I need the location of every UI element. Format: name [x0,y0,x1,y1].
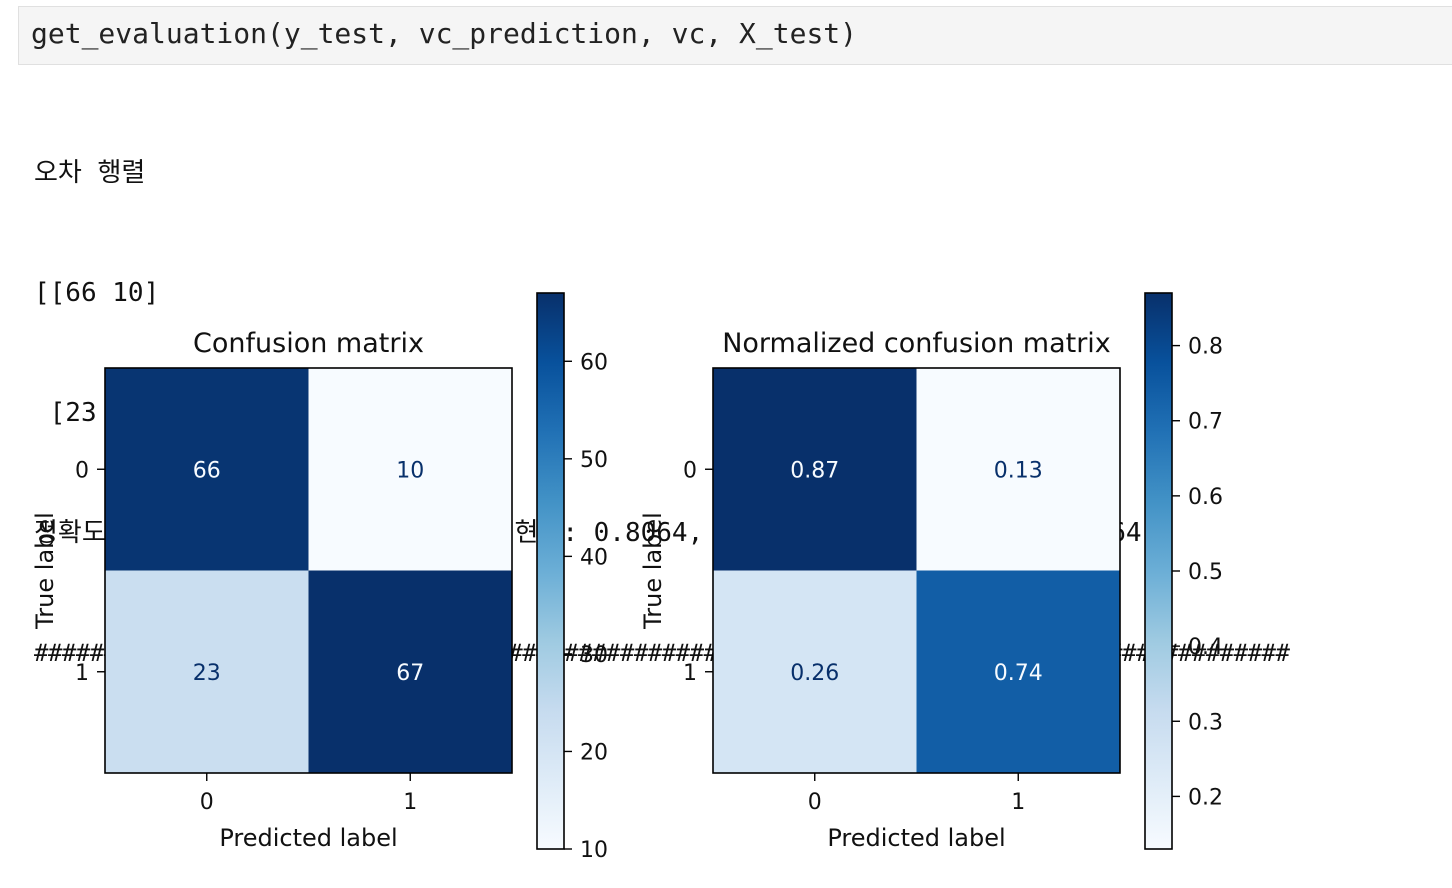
code-cell[interactable]: get_evaluation(y_test, vc_prediction, vc… [18,6,1452,65]
chart-1-xtick-label-0: 0 [808,790,822,815]
chart-1-xtick-label-1: 1 [1011,790,1025,815]
chart-1-colorbar-tick-label-0: 0.2 [1188,785,1223,810]
chart-1-axes-frame [712,367,1121,774]
chart-1-cell-1-1 [916,570,1120,773]
chart-1-cell-0-0 [713,368,917,571]
chart-0-title: Confusion matrix [193,328,424,359]
chart-0-cell-1-1 [308,570,512,773]
chart-1-colorbar [1144,292,1173,850]
chart-0-cell-1-0 [105,570,309,773]
chart-0-ytick-label-0: 0 [75,458,89,483]
chart-1-colorbar-tick-label-2: 0.4 [1188,635,1223,660]
chart-0-cell-label-1-0: 23 [193,661,221,686]
chart-1-colorbar-tick-label-1: 0.3 [1188,710,1223,735]
chart-0-colorbar-tick-label-1: 20 [580,740,608,765]
chart-0-xlabel: Predicted label [219,824,397,852]
chart-1-xlabel: Predicted label [827,824,1005,852]
chart-0-cell-label-0-1: 10 [396,458,424,483]
chart-1-colorbar-tick-label-6: 0.8 [1188,335,1223,360]
chart-0-xtick-label-1: 1 [403,790,417,815]
chart-1-cell-label-0-1: 0.13 [994,458,1043,483]
chart-0-axes-frame [104,367,513,774]
chart-1-colorbar-tick-label-5: 0.7 [1188,410,1223,435]
chart-1-ytick-label-1: 1 [683,661,697,686]
chart-1-cell-label-1-1: 0.74 [994,661,1043,686]
chart-1-title: Normalized confusion matrix [722,328,1111,359]
chart-1-cell-label-1-0: 0.26 [790,661,839,686]
chart-0-cell-0-1 [308,368,512,571]
chart-0-colorbar [536,292,565,850]
chart-0-xtick-label-0: 0 [200,790,214,815]
chart-0-colorbar-tick-label-0: 10 [580,838,608,863]
chart-0-colorbar-tick-label-5: 60 [580,350,608,375]
chart-1-cell-label-0-0: 0.87 [790,458,839,483]
chart-0-colorbar-tick-label-2: 30 [580,643,608,668]
chart-1-cell-0-1 [916,368,1120,571]
output-line-matrix-row-0: [[66 10] [34,278,160,308]
code-input[interactable]: get_evaluation(y_test, vc_prediction, vc… [31,17,858,50]
chart-1-cell-1-0 [713,570,917,773]
chart-1-ytick-label-0: 0 [683,458,697,483]
chart-1-ylabel: True label [639,512,667,630]
chart-0-ylabel: True label [31,512,59,630]
chart-0-cell-label-0-0: 66 [193,458,221,483]
chart-0-ytick-label-1: 1 [75,661,89,686]
chart-1-colorbar-tick-label-4: 0.6 [1188,485,1223,510]
chart-0-colorbar-tick-label-3: 40 [580,545,608,570]
chart-1-colorbar-tick-label-3: 0.5 [1188,560,1223,585]
chart-0-cell-0-0 [105,368,309,571]
output-line-title: 오차 행렬 [34,158,146,188]
chart-0-cell-label-1-1: 67 [396,661,424,686]
chart-0-colorbar-tick-label-4: 50 [580,448,608,473]
